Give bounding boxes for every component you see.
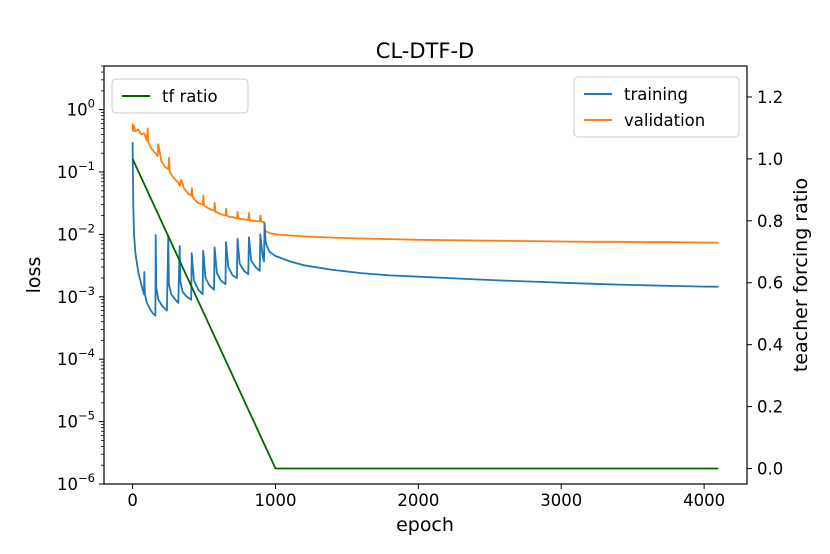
x-tick-label: 2000: [397, 491, 439, 510]
y2-axis-label: teacher forcing ratio: [790, 178, 812, 372]
y-tick-label: 100: [67, 97, 95, 120]
series-line-training: [131, 142, 719, 317]
legend-box: [573, 76, 740, 138]
x-axis-label: epoch: [396, 514, 454, 536]
plot-frame: [103, 65, 748, 485]
x-tick-label: 0: [127, 491, 138, 510]
y-tick-label: 10−4: [57, 346, 95, 369]
y2-tick-label: 1.0: [757, 150, 783, 169]
y-tick-label: 10−1: [57, 159, 95, 182]
y-tick-label: 10−5: [57, 409, 95, 432]
y2-tick-label: 0.0: [757, 460, 783, 479]
series-layer: [131, 123, 719, 470]
legend-label: training: [624, 85, 688, 104]
chart-title: CL-DTF-D: [376, 39, 474, 63]
y-axis-left: 10−6 10−5 10−4 10−3 10−2 10−1 100: [57, 65, 104, 494]
legend-box: [111, 78, 249, 114]
y-tick-label: 10−6: [57, 471, 95, 494]
x-axis: 0 1000 2000 3000 4000: [127, 484, 725, 510]
x-tick-label: 3000: [540, 491, 582, 510]
series-line-tf-ratio: [131, 158, 719, 470]
y-tick-label: 10−2: [57, 221, 95, 244]
legend-label: tf ratio: [162, 87, 218, 106]
y2-tick-label: 0.6: [757, 274, 783, 293]
y-axis-label: loss: [23, 257, 45, 294]
legend-label: validation: [624, 111, 705, 130]
y-tick-label: 10−3: [57, 284, 95, 307]
x-tick-label: 1000: [254, 491, 296, 510]
y2-tick-label: 0.4: [757, 336, 783, 355]
y2-tick-label: 0.8: [757, 212, 783, 231]
series-line-validation: [131, 123, 719, 244]
legend-loss: training validation: [573, 76, 740, 138]
y2-tick-label: 1.2: [757, 88, 783, 107]
y-axis-right: 0.0 0.2 0.4 0.6 0.8 1.0 1.2: [747, 88, 783, 479]
legend-tf-ratio: tf ratio: [111, 78, 249, 114]
y2-tick-label: 0.2: [757, 398, 783, 417]
x-tick-label: 4000: [683, 491, 725, 510]
